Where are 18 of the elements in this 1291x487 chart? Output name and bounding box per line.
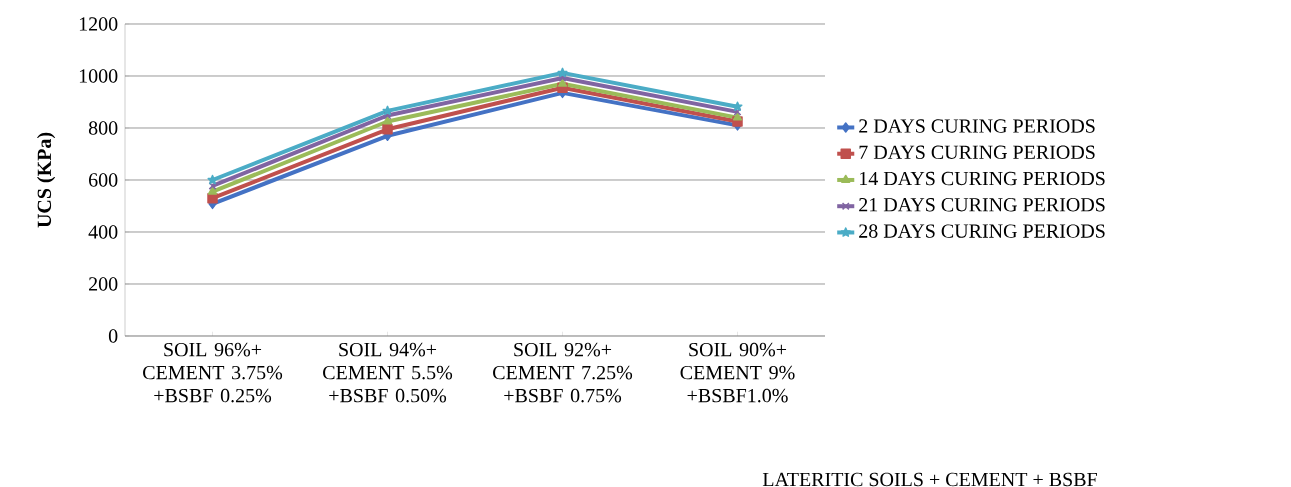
legend-label: 21 DAYS CURING PERIODS	[859, 198, 1105, 212]
x-tick-label: SOIL 96%+ CEMENT 3.75% +BSBF 0.25%	[143, 342, 283, 403]
y-tick-label: 800	[88, 121, 118, 135]
legend-label: 28 DAYS CURING PERIODS	[859, 224, 1105, 238]
y-tick-label: 1200	[79, 17, 118, 31]
y-tick-label: 400	[88, 225, 118, 239]
x-tick-label: SOIL 92%+ CEMENT 7.25% +BSBF 0.75%	[493, 342, 633, 403]
y-tick-label: 600	[89, 173, 118, 187]
legend-label: 2 DAYS CURING PERIODS	[859, 119, 1095, 133]
y-tick-label: 200	[89, 277, 118, 291]
legend-label: 14 DAYS CURING PERIODS	[860, 171, 1105, 186]
x-tick-label: SOIL 94%+ CEMENT 5.5% +BSBF 0.50%	[323, 342, 453, 403]
legend-label: 7 DAYS CURING PERIODS	[859, 145, 1095, 160]
y-tick-label: 0	[108, 329, 118, 343]
y-tick-label: 1000	[79, 69, 118, 83]
x-axis-title: LATERITIC SOILS + CEMENT + BSBF	[762, 472, 1097, 487]
x-tick-label: SOIL 90%+ CEMENT 9% +BSBF1.0%	[680, 342, 795, 403]
y-axis-title: UCS (KPa)	[37, 132, 56, 228]
